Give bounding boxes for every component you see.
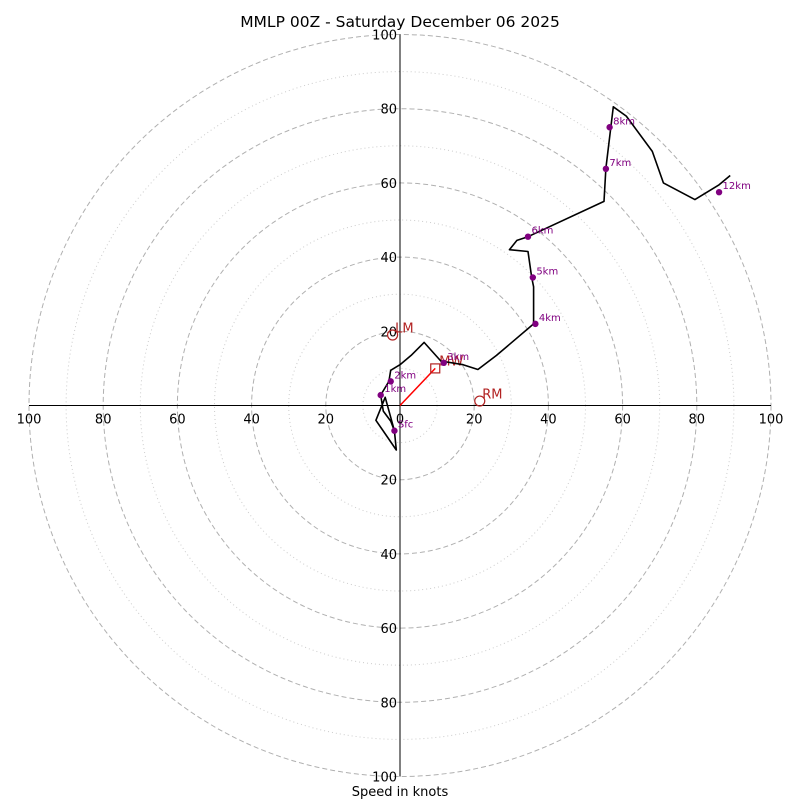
height-marker-label: 6km [531,226,553,237]
storm-motion-marker [386,329,399,341]
height-marker-label: 12km [723,181,751,192]
height-marker-label: 7km [609,158,631,169]
x-tick-label: 100 [17,413,42,428]
hodograph-line [375,106,731,451]
height-marker-label: 5km [536,267,558,278]
height-marker-label: 2km [394,370,416,381]
height-marker [602,165,610,173]
height-marker [377,391,384,399]
y-tick-label-bottom: 100 [372,771,397,786]
x-tick-label: 40 [243,413,260,428]
storm-motion-markers: LM RM [386,322,503,407]
x-tick-label: 40 [540,413,557,428]
mean-wind-arrow [399,367,436,407]
y-tick-label-top: 100 [372,29,397,44]
x-tick-label: 100 [759,413,784,428]
height-markers: Sfc 1km 2km 3km 4km 5km 6km 7km 8km 12km [377,116,751,434]
x-tick-label: 60 [614,413,631,428]
height-marker [532,320,539,328]
x-tick-label: 20 [318,413,335,428]
y-tick-label-bottom: 20 [380,474,397,489]
height-marker-label: 3km [447,352,469,363]
y-tick-label-top: 60 [380,177,397,192]
mean-wind-box [430,363,441,374]
y-tick-label-top: 40 [380,251,397,266]
x-tick-label: 60 [169,413,186,428]
height-marker-label: 8km [613,116,635,127]
height-marker [387,378,394,385]
x-tick-label: 0 [396,413,404,428]
height-marker [440,359,447,367]
x-tick-label: 80 [95,413,112,428]
y-tick-label-bottom: 40 [380,548,397,563]
height-marker-label: 4km [539,313,561,324]
height-marker [715,188,723,196]
storm-motion-label: LM [395,322,413,337]
y-tick-label-bottom: 60 [380,622,397,637]
height-marker [529,274,537,281]
height-marker [391,427,398,434]
height-marker [524,233,532,240]
x-axis-label: Speed in knots [352,785,449,800]
storm-motion-label: RM [482,388,502,403]
tick-labels: 100 80 60 40 20 0 20 40 60 80 10020406080100204060… [17,29,784,786]
y-tick-label-bottom: 80 [380,696,397,711]
storm-motion-marker [474,395,486,407]
height-marker-label: Sfc [398,420,413,431]
x-tick-label: 80 [689,413,706,428]
hodograph-trace [375,106,731,451]
y-tick-label-top: 80 [380,103,397,118]
x-tick-label: 20 [466,413,483,428]
chart-title: MMLP 00Z - Saturday December 06 2025 [240,13,560,31]
height-marker [606,124,613,131]
height-marker-label: 1km [384,384,406,395]
